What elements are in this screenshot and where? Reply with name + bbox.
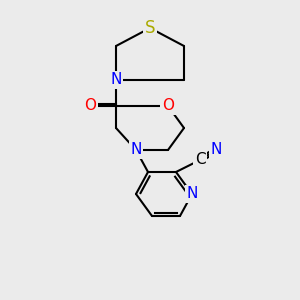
Text: N: N (110, 73, 122, 88)
Text: C: C (195, 152, 205, 167)
Text: N: N (130, 142, 142, 158)
Text: N: N (210, 142, 222, 158)
Text: O: O (162, 98, 174, 113)
Text: S: S (145, 19, 155, 37)
Text: N: N (186, 187, 198, 202)
Text: O: O (84, 98, 96, 113)
